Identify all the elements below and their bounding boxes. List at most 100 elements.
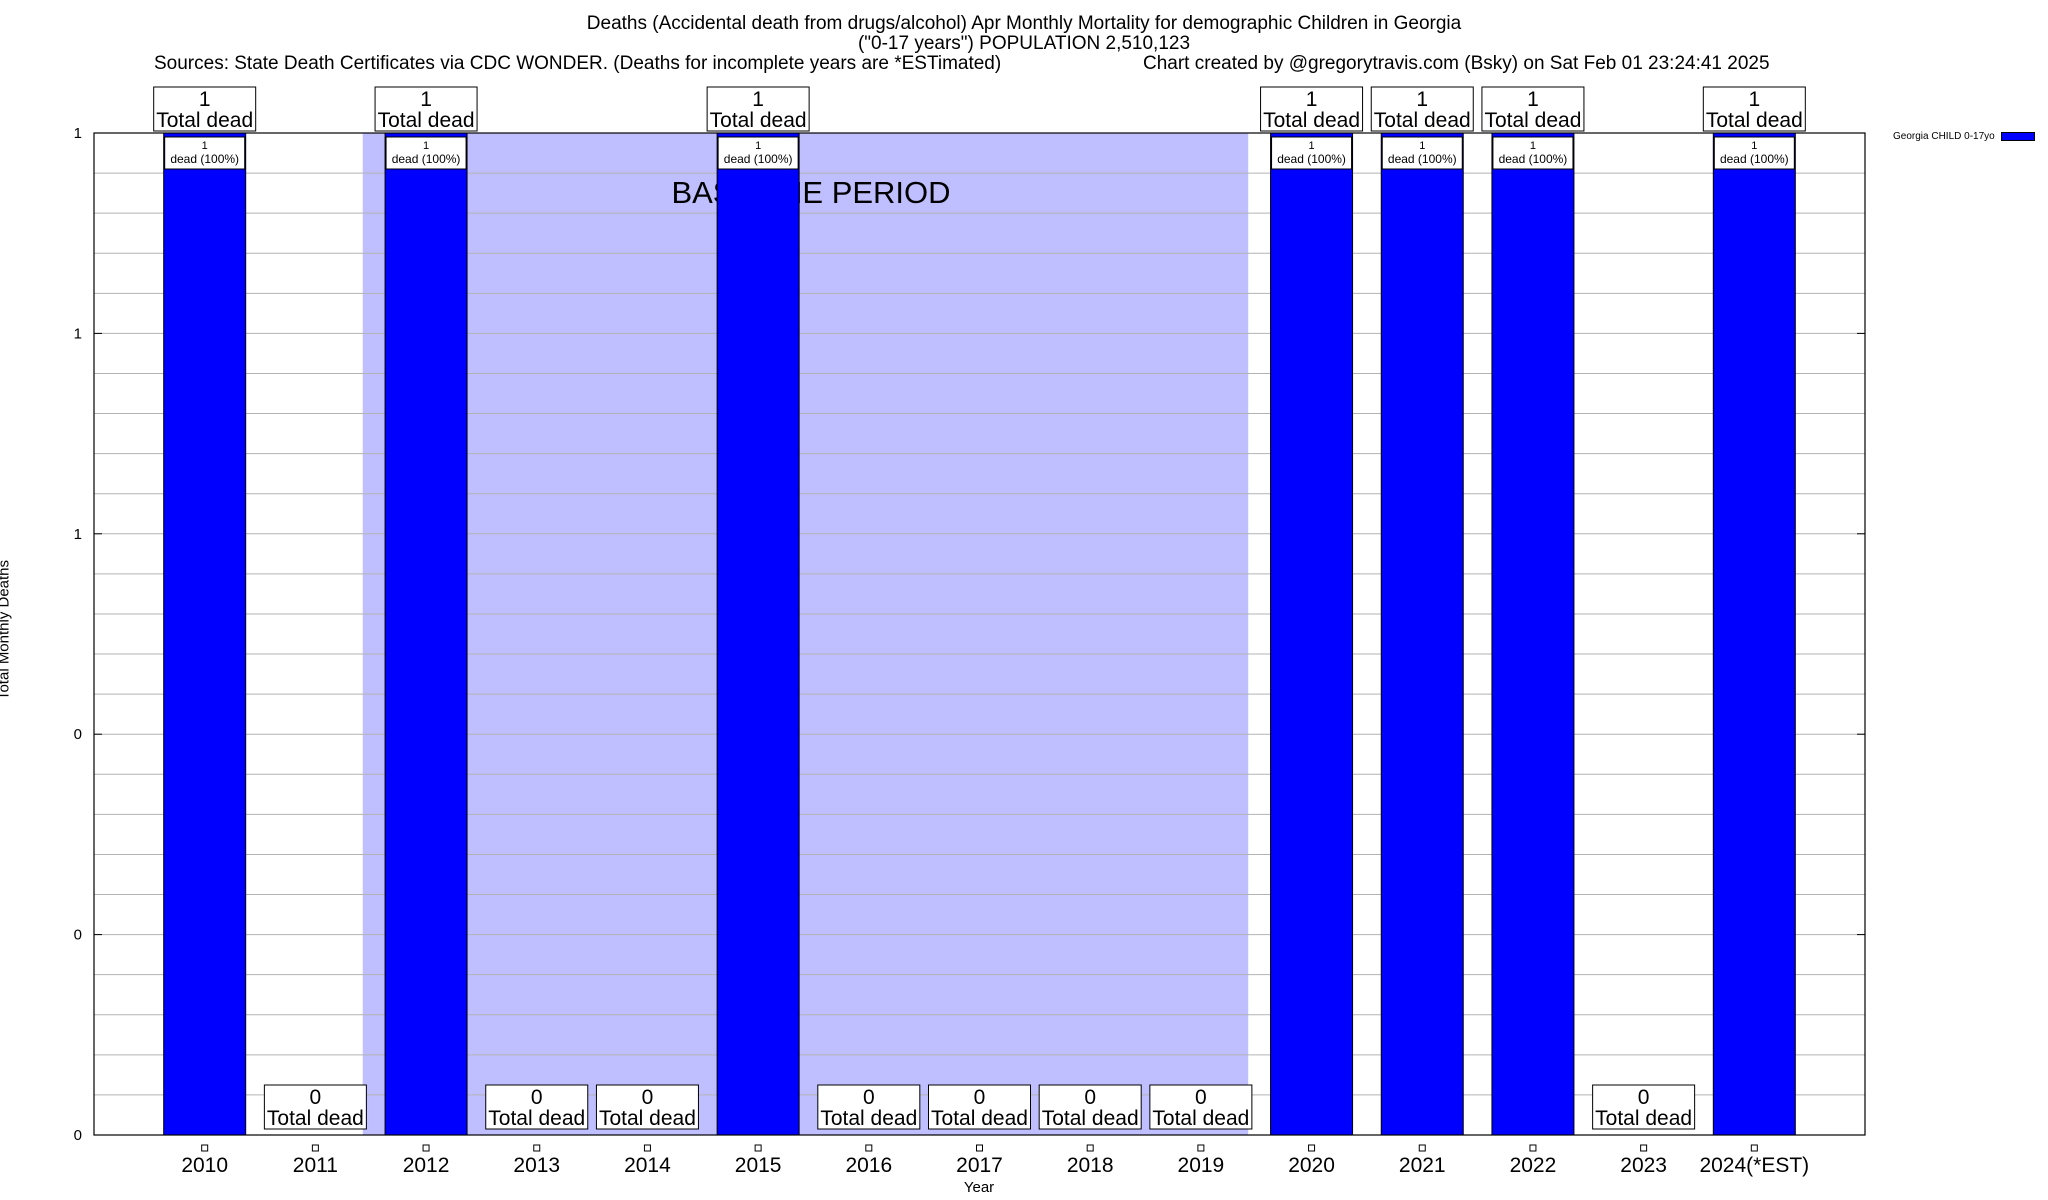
chart-title: Deaths (Accidental death from drugs/alco… [586,13,1462,34]
chart-credit: Chart created by @gregorytravis.com (Bsk… [1143,53,1770,74]
x-tick-label: 2011 [293,1154,338,1177]
inner-label-text: dead (100%) [392,152,461,166]
total-label-box [1592,1084,1696,1130]
total-label-count: 0 [863,1086,875,1109]
inner-label-text: dead (100%) [1499,152,1568,166]
x-tick-label: 2016 [845,1154,892,1177]
total-label-count: 1 [1416,88,1428,111]
x-tick-marker [1308,1144,1316,1152]
x-tick-marker [1418,1144,1426,1152]
bar [1270,132,1354,1136]
total-label-count: 0 [974,1086,986,1109]
total-label-text: Total dead [1706,109,1803,132]
inner-label-box [385,136,467,170]
inner-label-text: dead (100%) [1720,152,1789,166]
inner-label-text: dead (100%) [1388,152,1457,166]
total-label-text: Total dead [378,109,475,132]
total-label-text: Total dead [1263,109,1360,132]
x-tick-label: 2017 [956,1154,1003,1177]
total-label-text: Total dead [1152,1107,1249,1130]
chart-sources: Sources: State Death Certificates via CD… [154,53,1002,74]
total-label-text: Total dead [931,1107,1028,1130]
y-tick-label: 0 [74,927,82,944]
total-label-box [485,1084,589,1130]
total-label-box [1260,86,1364,132]
chart-subtitle: ("0-17 years") POPULATION 2,510,123 [857,33,1191,54]
total-label-count: 1 [1306,88,1318,111]
total-label-text: Total dead [267,1107,364,1130]
x-tick-label: 2020 [1288,1154,1335,1177]
x-tick-label: 2012 [403,1154,450,1177]
total-label-box [153,86,257,132]
total-label-count: 1 [1527,88,1539,111]
bar [163,132,247,1136]
y-tick-label: 1 [74,125,82,142]
inner-label-text: dead (100%) [1277,152,1346,166]
total-label-box [706,86,810,132]
total-label-box [263,1084,367,1130]
x-tick-label: 2022 [1510,1154,1557,1177]
x-tick-label: 2015 [735,1154,782,1177]
total-label-box [1481,86,1585,132]
total-label-box [1149,1084,1253,1130]
x-tick-marker [1529,1144,1537,1152]
inner-label-text: dead (100%) [724,152,793,166]
total-label-count: 1 [199,88,211,111]
total-label-box [1702,86,1806,132]
x-axis-label: Year [963,1179,995,1196]
bar [1380,132,1464,1136]
y-axis-label: Total Monthly Deaths [0,559,13,701]
total-label-box [1370,86,1474,132]
legend-label: Georgia CHILD 0-17yo [1893,131,1995,142]
total-label-count: 1 [752,88,764,111]
x-tick-marker [311,1144,319,1152]
x-tick-label: 2021 [1399,1154,1446,1177]
inner-label-count: 1 [202,140,208,152]
total-label-text: Total dead [1374,109,1471,132]
x-tick-label: 2018 [1067,1154,1114,1177]
inner-label-count: 1 [1530,140,1536,152]
inner-label-box [717,136,799,170]
y-tick-label: 0 [74,1127,82,1144]
total-label-text: Total dead [156,109,253,132]
total-label-count: 1 [420,88,432,111]
total-label-text: Total dead [1042,1107,1139,1130]
total-label-box [595,1084,699,1130]
bar [1491,132,1575,1136]
x-tick-marker [1640,1144,1648,1152]
x-tick-marker [201,1144,209,1152]
total-label-count: 0 [642,1086,654,1109]
y-tick-label: 1 [74,526,82,543]
inner-label-box [1271,136,1353,170]
baseline-period-shading [362,133,1249,1135]
x-tick-label: 2023 [1620,1154,1667,1177]
x-tick-marker [643,1144,651,1152]
x-tick-label: 2010 [181,1154,228,1177]
total-label-text: Total dead [1484,109,1581,132]
total-label-count: 0 [531,1086,543,1109]
inner-label-box [1492,136,1574,170]
x-tick-marker [533,1144,541,1152]
total-label-box [817,1084,921,1130]
total-label-text: Total dead [488,1107,585,1130]
y-tick-label: 1 [74,325,82,342]
baseline-period-label: BASELINE PERIOD [671,175,950,210]
total-label-text: Total dead [710,109,807,132]
x-tick-marker [1750,1144,1758,1152]
total-label-box [1038,1084,1142,1130]
total-label-count: 0 [1195,1086,1207,1109]
total-label-box [374,86,478,132]
bar [716,132,800,1136]
inner-label-box [164,136,246,170]
x-tick-marker [976,1144,983,1152]
legend-swatch [2000,132,2035,141]
y-tick-label: 0 [74,726,82,743]
x-tick-label: 2013 [513,1154,560,1177]
inner-label-box [1713,136,1795,170]
total-label-count: 0 [310,1086,322,1109]
x-tick-marker [754,1144,762,1152]
x-tick-label: 2014 [624,1154,671,1177]
bar [1712,132,1796,1136]
total-label-box [928,1084,1031,1130]
